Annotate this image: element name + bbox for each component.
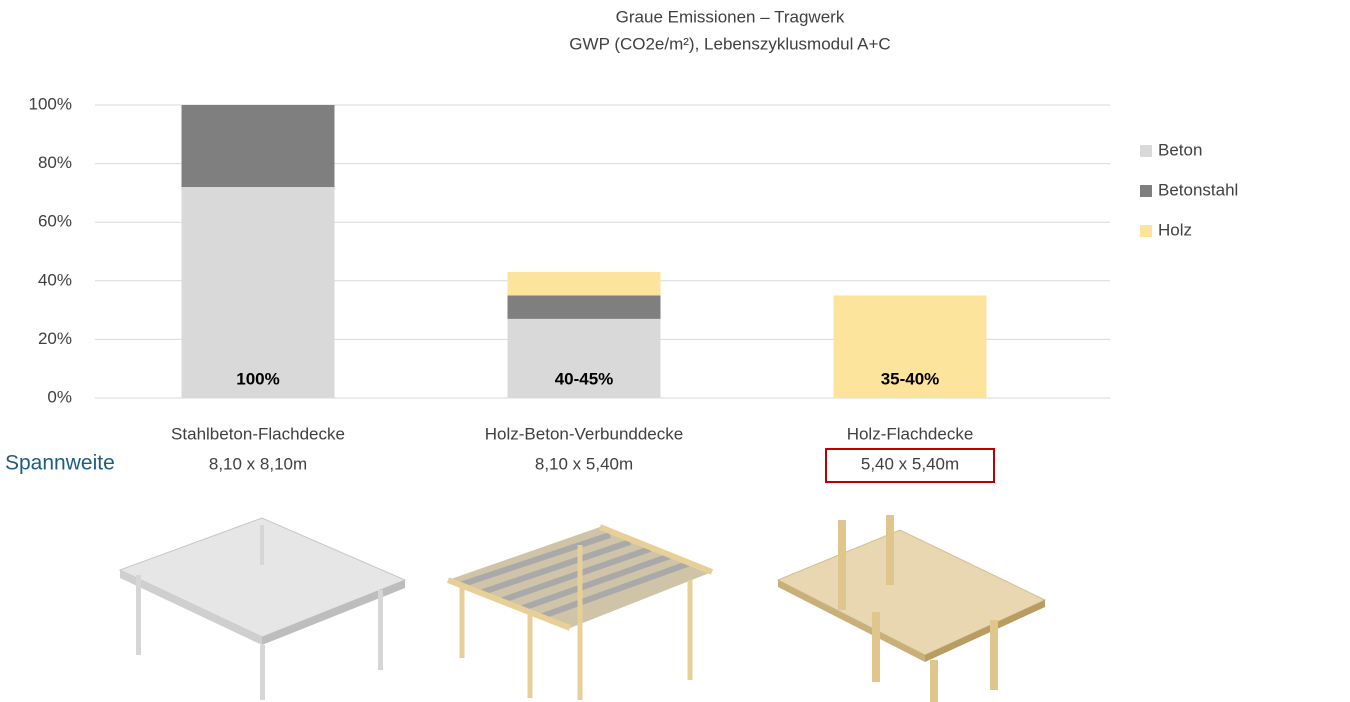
chart-subtitle: GWP (CO2e/m²), Lebenszyklusmodul A+C: [569, 34, 890, 53]
highlight-box: [825, 448, 995, 483]
span-value: 8,10 x 5,40m: [535, 454, 633, 473]
legend-label: Holz: [1158, 220, 1192, 239]
legend-label: Betonstahl: [1158, 180, 1238, 199]
legend-swatch: [1140, 225, 1152, 237]
bar-segment: [507, 295, 661, 319]
y-tick-label: 40%: [38, 270, 72, 289]
y-tick-label: 20%: [38, 329, 72, 348]
value-label: 40-45%: [555, 369, 614, 388]
bar-segment: [181, 105, 335, 188]
bar-segment: [833, 295, 987, 398]
illustration-timber-slab: [776, 515, 1047, 702]
y-tick-label: 80%: [38, 153, 72, 172]
legend-swatch: [1140, 185, 1152, 197]
y-tick-label: 60%: [38, 212, 72, 231]
chart-title: Graue Emissionen – Tragwerk: [616, 7, 845, 26]
y-tick-label: 0%: [47, 387, 72, 406]
y-tick-label: 100%: [29, 94, 72, 113]
bar-segment: [181, 187, 335, 398]
value-label: 35-40%: [881, 369, 940, 388]
x-tick-label: Holz-Beton-Verbunddecke: [485, 424, 683, 443]
bar-segment: [507, 272, 661, 296]
illustration-concrete-slab: [118, 517, 407, 700]
span-value: 8,10 x 8,10m: [209, 454, 307, 473]
illustration-composite-slab: [446, 524, 714, 700]
legend-swatch: [1140, 145, 1152, 157]
span-value: 5,40 x 5,40m: [861, 454, 959, 473]
value-label: 100%: [236, 369, 279, 388]
x-tick-label: Holz-Flachdecke: [847, 424, 974, 443]
x-tick-label: Stahlbeton-Flachdecke: [171, 424, 345, 443]
legend-label: Beton: [1158, 140, 1202, 159]
bar-segment: [507, 318, 661, 398]
span-label: Spannweite: [5, 452, 115, 475]
